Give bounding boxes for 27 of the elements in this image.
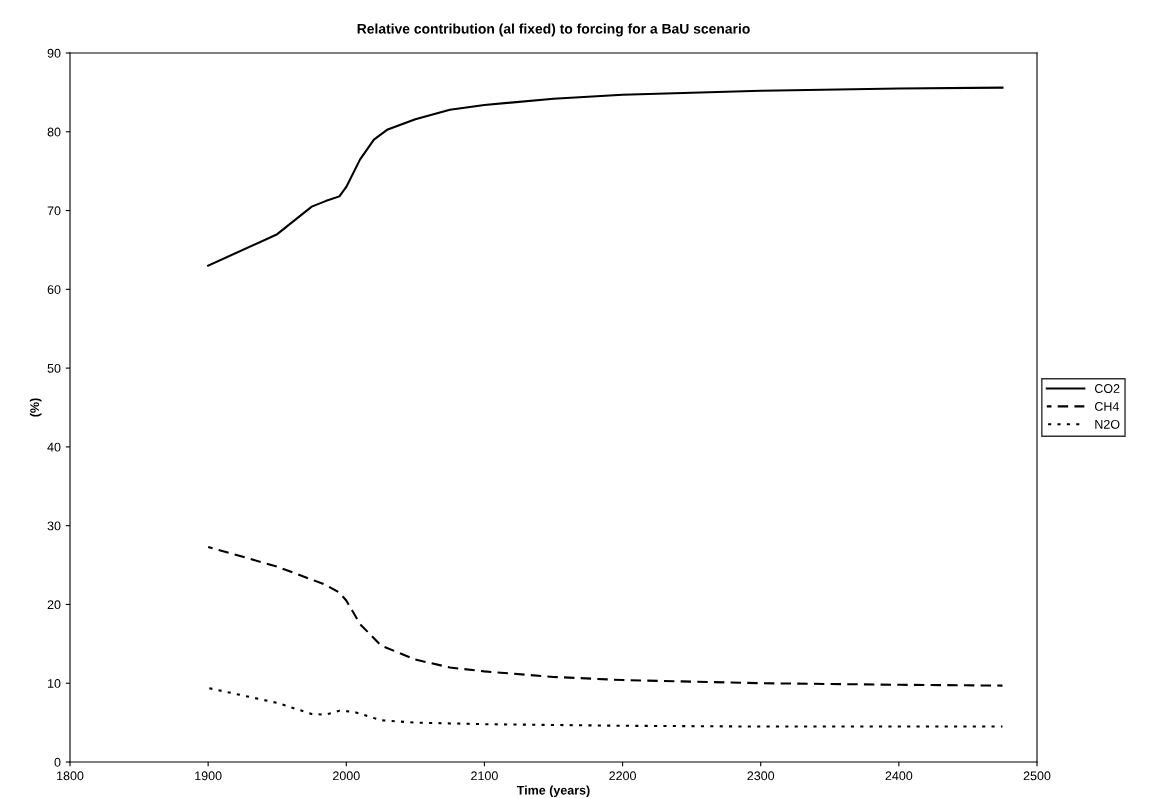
- line-series: [207, 545, 1004, 687]
- x-tick-label: 2400: [885, 771, 913, 781]
- y-tick-label: 30: [47, 521, 61, 531]
- legend-label: CH4: [1094, 402, 1119, 411]
- y-axis-title: (%): [29, 398, 42, 417]
- line-series: [207, 686, 1004, 728]
- legend-label: CO2: [1094, 384, 1120, 393]
- y-tick-label: 60: [47, 285, 61, 294]
- line-series: [207, 86, 1004, 267]
- y-tick-label: 40: [47, 442, 61, 452]
- y-tick-label: 10: [48, 679, 61, 688]
- legend-label: N2O: [1095, 419, 1120, 429]
- y-tick-label: 20: [47, 600, 61, 610]
- x-tick-label: 1900: [195, 771, 222, 781]
- y-tick-label: 70: [47, 206, 61, 216]
- x-tick-label: 1800: [57, 771, 84, 781]
- y-tick-label: 80: [47, 127, 61, 137]
- x-tick-label: 2100: [471, 771, 498, 781]
- x-tick-label: 2500: [1023, 771, 1051, 781]
- x-axis-title: Time (years): [516, 785, 590, 798]
- x-tick-label: 2000: [333, 771, 360, 781]
- x-tick-label: 2300: [747, 771, 775, 781]
- x-tick-label: 2200: [609, 771, 636, 781]
- y-tick-label: 50: [47, 363, 61, 373]
- chart-title: Relative contribution (al fixed) to forcing for a BaU scenario: [357, 23, 750, 37]
- y-tick-label: 90: [47, 48, 61, 58]
- y-tick-label: 0: [54, 757, 61, 767]
